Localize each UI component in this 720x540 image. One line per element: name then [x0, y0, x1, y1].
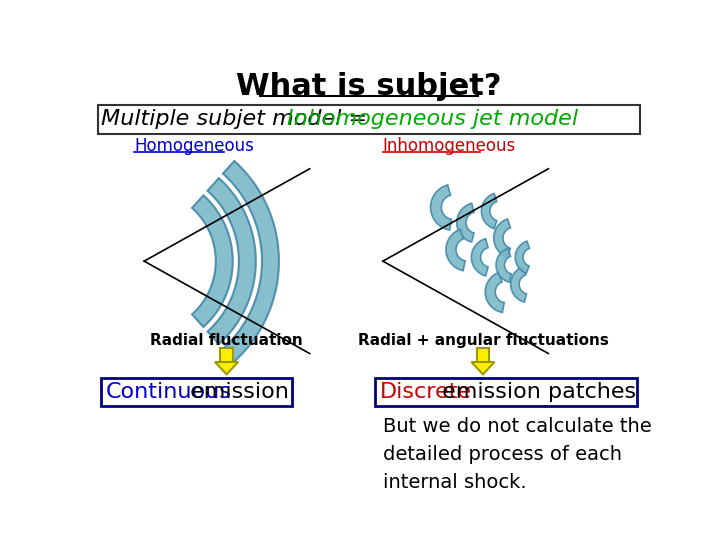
FancyBboxPatch shape [98, 105, 640, 134]
Polygon shape [472, 362, 495, 374]
Text: emission: emission [183, 382, 289, 402]
Text: emission patches: emission patches [435, 382, 636, 402]
Polygon shape [516, 241, 529, 273]
Text: Discrete: Discrete [379, 382, 472, 402]
Text: Radial + angular fluctuations: Radial + angular fluctuations [358, 333, 608, 348]
Polygon shape [482, 193, 497, 228]
Bar [220, 348, 233, 362]
Text: But we do not calculate the
detailed process of each
internal shock.: But we do not calculate the detailed pro… [383, 417, 652, 492]
Text: What is subjet?: What is subjet? [236, 72, 502, 101]
Text: Inhomogeneous: Inhomogeneous [383, 137, 516, 156]
Polygon shape [496, 248, 511, 282]
Text: Radial fluctuation: Radial fluctuation [150, 333, 303, 348]
Polygon shape [215, 362, 238, 374]
Polygon shape [431, 185, 451, 230]
Polygon shape [223, 161, 279, 361]
Text: Multiple subjet model =: Multiple subjet model = [101, 110, 374, 130]
Text: Continuous: Continuous [106, 382, 232, 402]
FancyBboxPatch shape [375, 378, 637, 406]
Text: Homogeneous: Homogeneous [134, 137, 254, 156]
Polygon shape [456, 204, 474, 242]
Polygon shape [472, 239, 488, 276]
Text: Inhomogeneous jet model: Inhomogeneous jet model [287, 110, 577, 130]
Polygon shape [485, 273, 504, 313]
Polygon shape [446, 230, 465, 271]
Polygon shape [207, 178, 256, 344]
Bar [477, 348, 489, 362]
Polygon shape [192, 195, 233, 327]
Polygon shape [494, 219, 510, 257]
Polygon shape [510, 267, 526, 302]
FancyBboxPatch shape [101, 378, 292, 406]
